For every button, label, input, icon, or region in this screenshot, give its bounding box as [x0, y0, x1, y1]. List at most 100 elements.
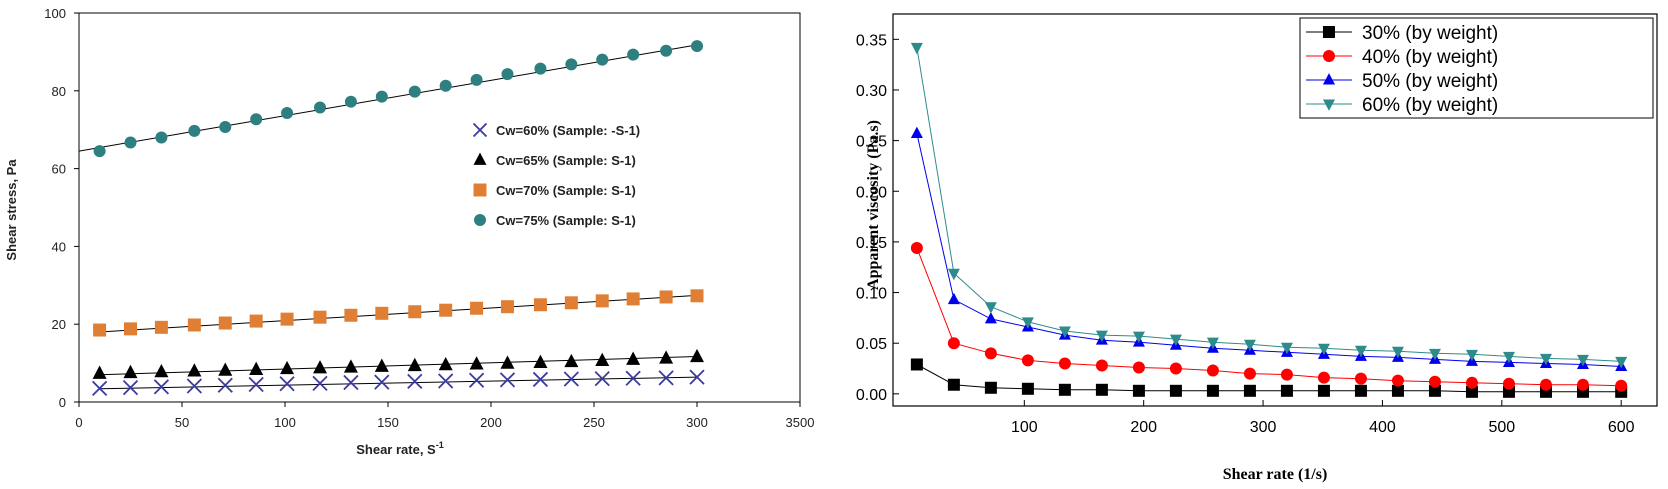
left-data-point — [122, 379, 139, 396]
left-legend-marker — [473, 152, 487, 165]
left-data-point — [343, 359, 358, 373]
right-data-point — [1615, 379, 1628, 392]
left-data-point — [374, 358, 389, 372]
right-data-point — [1354, 372, 1367, 385]
left-data-point — [343, 374, 359, 391]
left-data-point — [280, 312, 294, 326]
right-chart-frame — [892, 13, 1658, 407]
left-data-point — [596, 53, 609, 66]
right-data-point — [1132, 335, 1145, 347]
right-data-point — [1280, 345, 1293, 357]
right-data-point — [1502, 355, 1515, 367]
right-data-point — [984, 381, 997, 394]
right-data-point — [1539, 385, 1552, 398]
right-x-axis-label: Shear rate (1/s) — [1223, 466, 1328, 483]
right-x-tick-label: 100 — [1011, 419, 1038, 436]
right-legend-label: 50% (by weight) — [1362, 71, 1498, 92]
right-data-point — [1615, 356, 1628, 369]
left-data-point — [500, 300, 514, 314]
right-data-point — [1539, 356, 1552, 368]
left-data-point — [565, 58, 578, 71]
right-data-point — [1095, 383, 1108, 396]
right-data-point — [1132, 331, 1145, 344]
right-data-point — [1576, 378, 1589, 391]
right-data-point — [1354, 349, 1367, 361]
left-data-point — [534, 62, 547, 75]
left-x-tick-label: 250 — [583, 415, 605, 430]
left-data-point — [407, 373, 423, 390]
left-data-point — [626, 351, 641, 365]
left-data-point — [313, 310, 327, 324]
left-x-axis-label: Shear rate, S-1 — [356, 440, 444, 457]
right-data-point — [1021, 320, 1034, 332]
right-data-point — [1576, 354, 1589, 367]
left-data-point — [218, 362, 233, 376]
left-legend-label: Cw=65% (Sample: S-1) — [496, 153, 636, 168]
right-y-tick-label: 0.15 — [856, 235, 887, 252]
left-trendline — [99, 376, 698, 390]
right-series-lines — [916, 47, 1622, 393]
left-data-point — [501, 68, 514, 81]
left-chart-frame — [78, 12, 801, 403]
left-data-point — [374, 374, 390, 390]
left-data-point — [564, 353, 579, 368]
right-data-point — [1169, 334, 1182, 347]
right-series-line — [916, 47, 1622, 362]
right-data-point — [947, 268, 960, 281]
left-data-point — [439, 303, 453, 317]
right-data-point — [947, 292, 960, 305]
right-data-point — [910, 42, 923, 55]
right-data-point — [1317, 384, 1330, 397]
left-data-point — [344, 95, 357, 108]
right-y-tick-label: 0.05 — [856, 336, 887, 353]
right-data-point — [1428, 348, 1441, 361]
right-data-point — [1465, 376, 1478, 389]
left-data-point — [93, 323, 107, 337]
left-legend: Cw=60% (Sample: -S-1) Cw=65% (Sample: S-1… — [472, 122, 640, 228]
right-data-point — [1095, 333, 1108, 345]
left-data-point — [564, 296, 578, 310]
left-data-point — [469, 356, 484, 370]
left-x-tick-label: 150 — [377, 415, 399, 430]
right-data-point — [1243, 367, 1256, 380]
right-data-point — [910, 126, 923, 139]
right-axes: 100 200 300 400 500 600 0.00 0.05 0.10 0.15 0.20 0.… — [856, 32, 1635, 436]
left-data-point — [658, 370, 674, 386]
right-data-point — [1576, 357, 1589, 369]
left-data-point — [468, 372, 485, 388]
right-y-tick-label: 0.25 — [856, 134, 887, 151]
right-y-tick-label: 0.20 — [856, 184, 887, 201]
right-data-point — [1243, 343, 1256, 355]
right-x-tick-label: 300 — [1250, 419, 1277, 436]
left-data-point — [594, 371, 610, 387]
right-legend-marker — [1323, 99, 1335, 111]
left-data-point — [314, 101, 327, 114]
left-data-point — [124, 136, 137, 149]
right-series-line — [916, 364, 1622, 393]
right-data-point — [910, 241, 923, 254]
right-data-point — [1243, 384, 1256, 397]
right-data-point — [1206, 341, 1219, 353]
right-data-point — [1206, 337, 1219, 350]
left-y-tick-label: 60 — [52, 162, 66, 177]
right-data-point — [910, 358, 923, 371]
right-legend-marker — [1323, 50, 1335, 62]
left-data-point — [155, 131, 168, 144]
right-data-point — [1465, 354, 1478, 366]
right-data-point — [984, 302, 997, 314]
left-data-point — [532, 371, 549, 388]
right-data-point — [947, 337, 960, 350]
left-data-point — [659, 350, 674, 364]
left-data-point — [249, 361, 264, 375]
left-data-point — [313, 360, 328, 374]
right-data-point — [1169, 384, 1182, 397]
right-data-point — [1428, 352, 1441, 364]
right-data-point — [984, 347, 997, 360]
right-data-point — [1354, 384, 1367, 397]
left-data-point — [250, 113, 263, 126]
left-data-point — [249, 314, 263, 328]
right-data-point — [1354, 345, 1367, 358]
right-data-point — [1465, 349, 1478, 362]
right-data-point — [1021, 354, 1034, 367]
right-data-point — [984, 311, 997, 324]
